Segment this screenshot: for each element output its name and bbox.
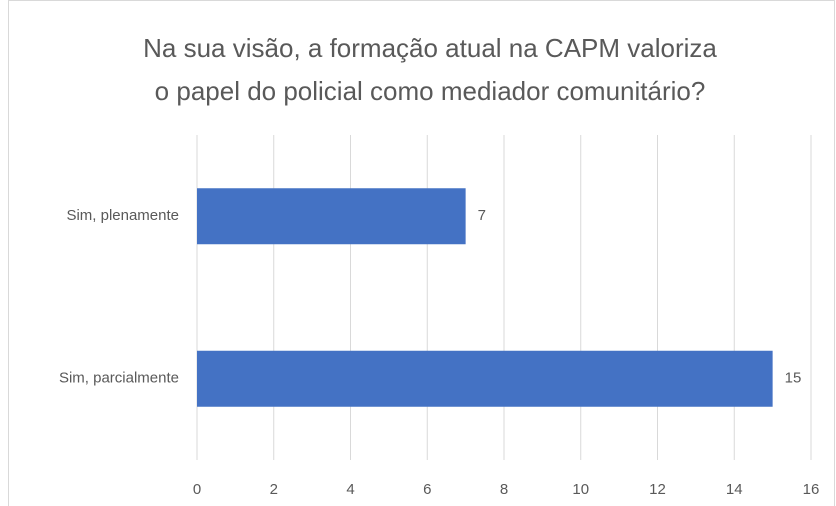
x-tick-label: 4 — [346, 481, 354, 498]
chart-title: Na sua visão, a formação atual na CAPM v… — [143, 33, 717, 63]
chart-border — [8, 0, 835, 506]
x-tick-label: 10 — [572, 481, 589, 498]
chart-title: o papel do policial como mediador comuni… — [155, 76, 706, 106]
x-tick-label: 6 — [423, 481, 431, 498]
x-tick-label: 0 — [193, 481, 201, 498]
x-tick-label: 2 — [270, 481, 278, 498]
y-tick-label: Sim, plenamente — [66, 207, 179, 224]
y-tick-label: Sim, parcialmente — [59, 370, 179, 387]
x-tick-label: 16 — [803, 481, 820, 498]
bar — [197, 350, 773, 407]
bar — [197, 188, 466, 245]
x-tick-label: 12 — [649, 481, 666, 498]
x-tick-label: 8 — [500, 481, 508, 498]
data-label: 15 — [785, 370, 802, 387]
data-label: 7 — [478, 207, 486, 224]
x-tick-label: 14 — [726, 481, 743, 498]
